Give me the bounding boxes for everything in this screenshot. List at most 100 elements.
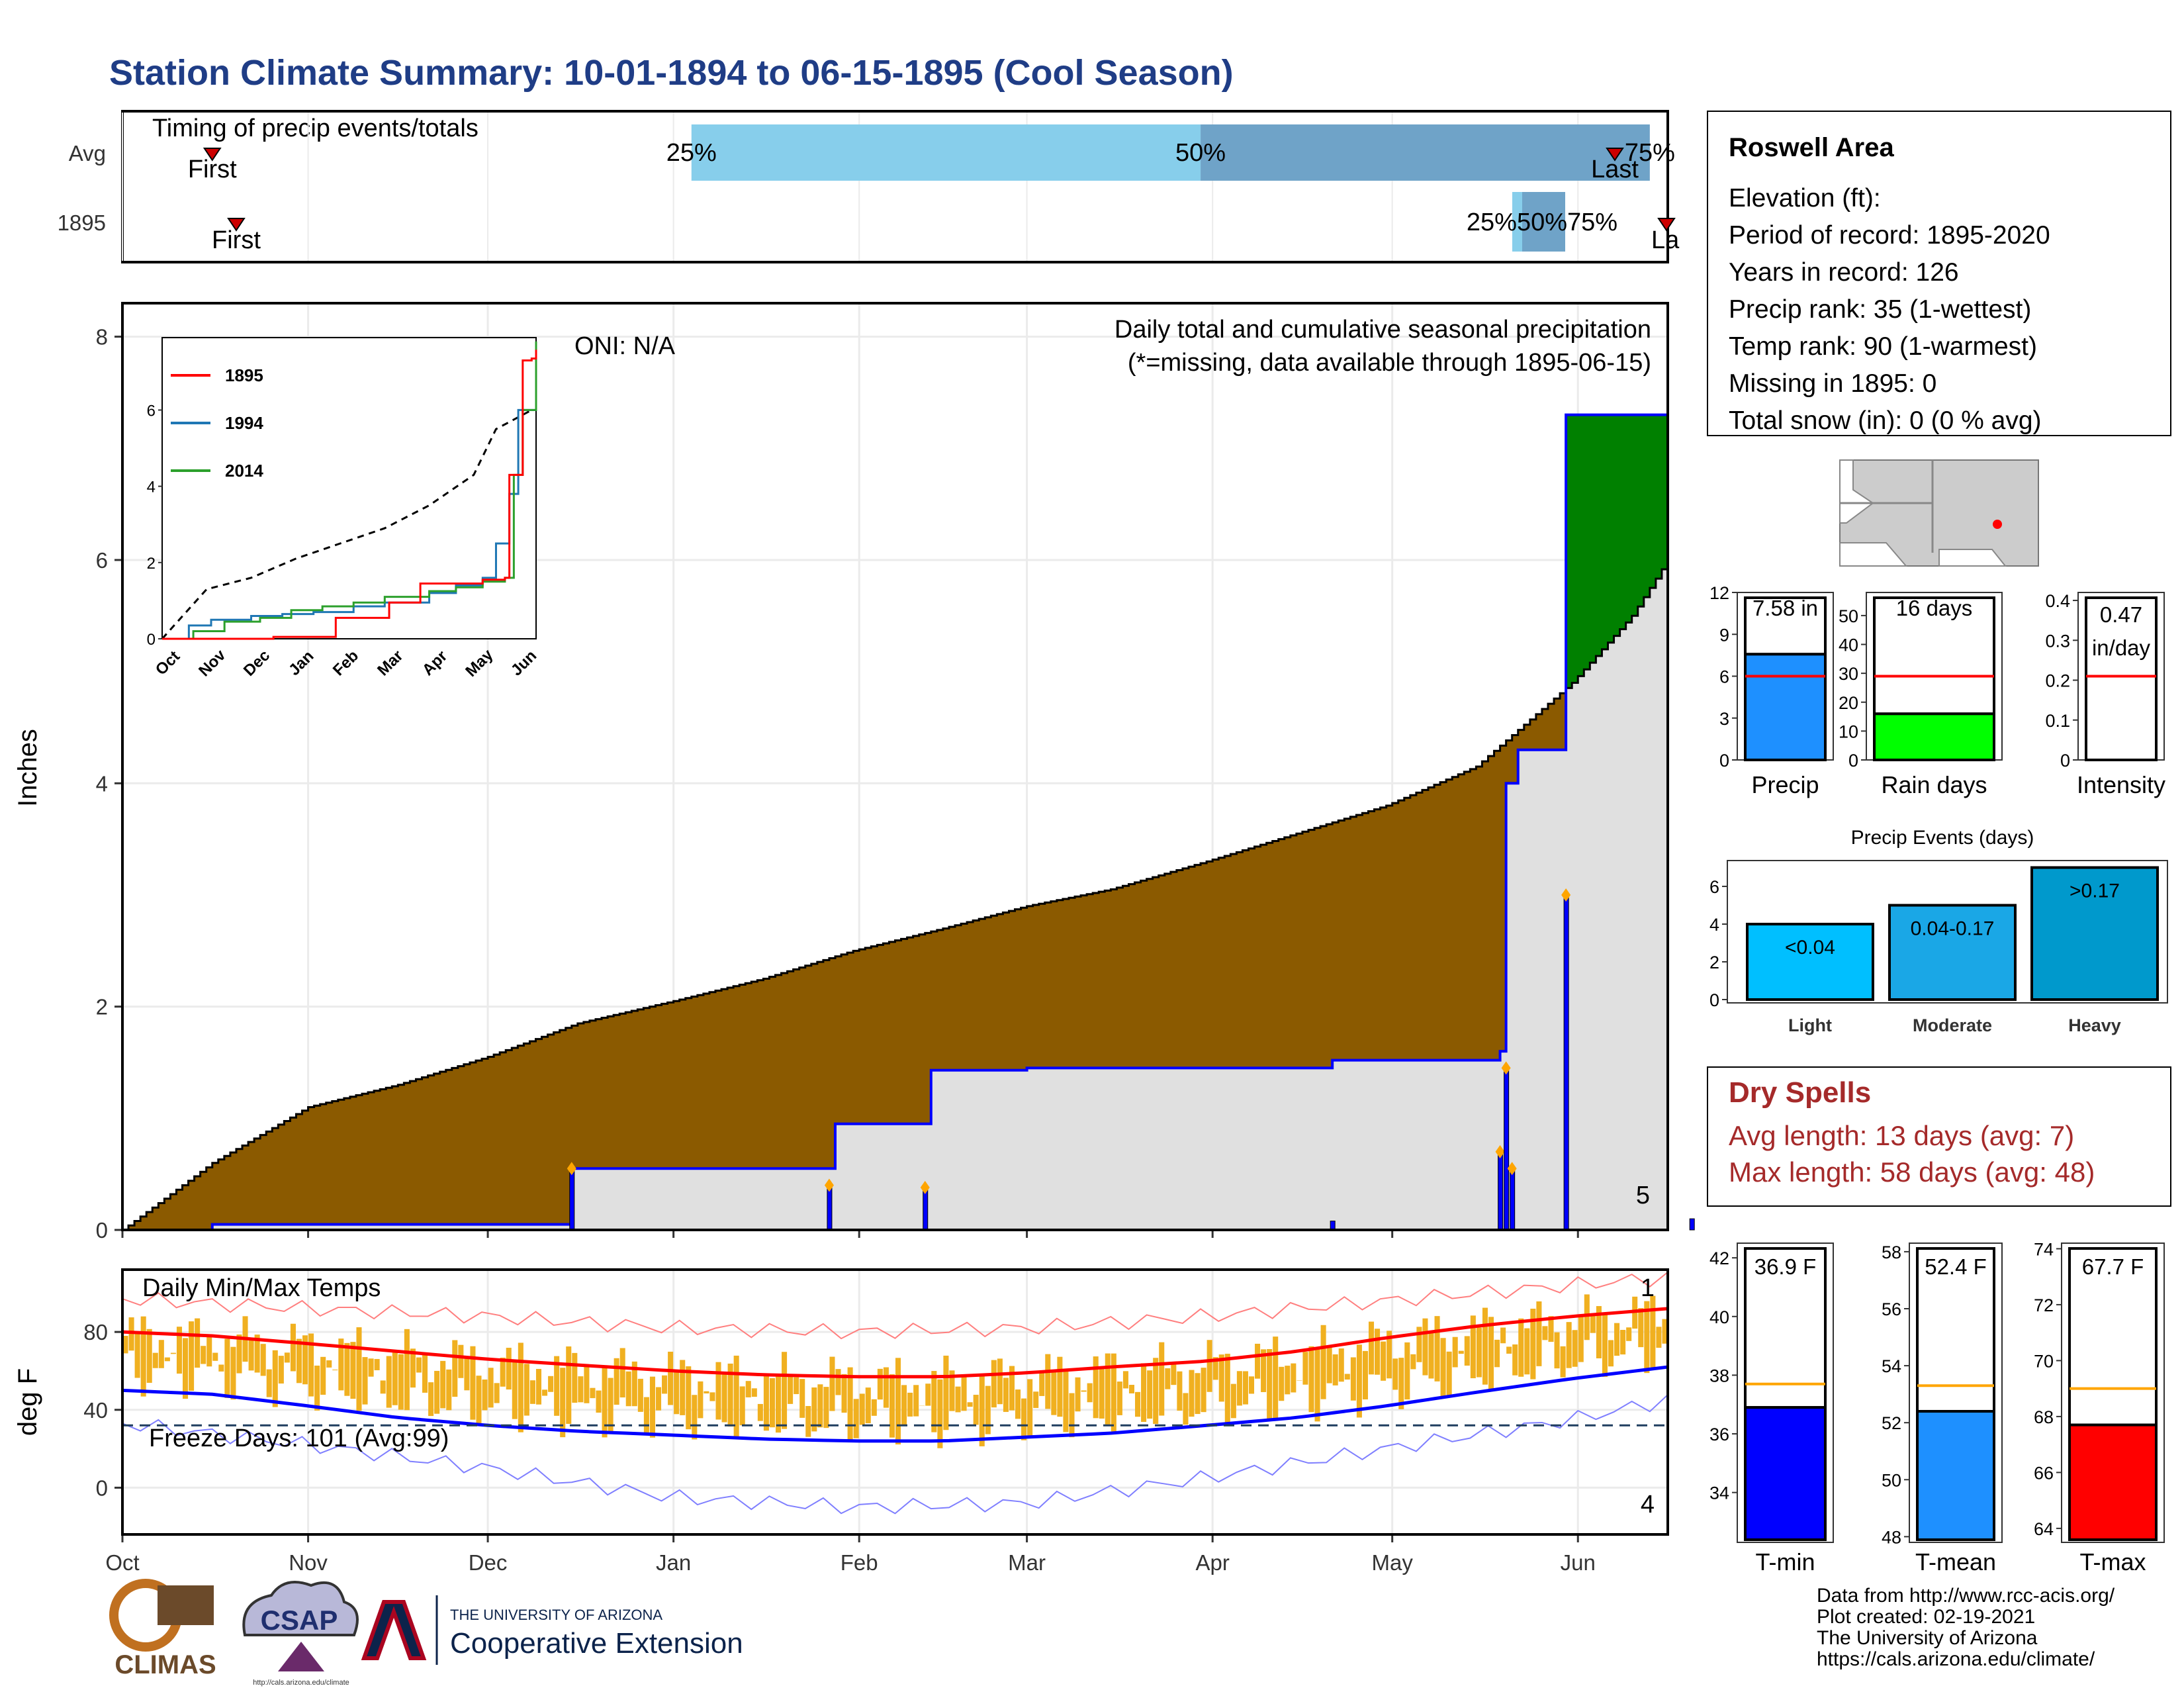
daily-temp-range-bar	[1488, 1317, 1494, 1390]
daily-precip-bar	[569, 1168, 575, 1231]
daily-temp-range-bar	[1470, 1315, 1476, 1379]
daily-temp-range-bar	[422, 1352, 428, 1393]
daily-temp-range-bar	[404, 1329, 410, 1411]
daily-temp-range-bar	[1375, 1329, 1381, 1375]
daily-temp-range-bar	[506, 1348, 512, 1390]
daily-temp-range-bar	[961, 1377, 967, 1411]
inset-average-line	[161, 409, 532, 640]
daily-temp-range-bar	[692, 1395, 698, 1440]
info-line: Temp rank: 90 (1-warmest)	[1729, 332, 2037, 361]
summary-bar-outline	[1744, 596, 1827, 656]
daily-temp-range-bar	[164, 1357, 170, 1362]
daily-temp-range-bar	[1626, 1327, 1632, 1341]
event-bar-name: Light	[1788, 1015, 1832, 1035]
daily-temp-range-bar	[1285, 1366, 1291, 1395]
info-line: Total snow (in): 0 (0 % avg)	[1729, 406, 2042, 435]
avg-p25-label: 25%	[666, 139, 717, 167]
daily-temp-range-bar	[1638, 1308, 1644, 1348]
daily-temp-range-bar	[602, 1367, 608, 1438]
daily-temp-range-bar	[608, 1378, 614, 1432]
daily-temp-range-bar	[1242, 1371, 1248, 1405]
summary-bar-name: Rain days	[1881, 771, 1987, 798]
daily-temp-range-bar	[1314, 1348, 1320, 1422]
daily-temp-range-bar	[625, 1371, 631, 1407]
daily-temp-range-bar	[1416, 1327, 1422, 1362]
temp-y-tick-label: 40	[83, 1398, 108, 1423]
avg-cumulative-line	[122, 559, 1669, 1231]
daily-temp-range-bar	[146, 1329, 152, 1383]
summary-y-tick-label: 0.4	[2045, 591, 2070, 611]
daily-temp-range-bar	[649, 1376, 655, 1438]
daily-temp-range-bar	[967, 1402, 973, 1407]
daily-precip-bar	[1504, 1067, 1510, 1231]
daily-temp-range-bar	[1440, 1338, 1446, 1397]
daily-temp-range-bar	[308, 1333, 314, 1397]
daily-temp-range-bar	[1099, 1368, 1105, 1419]
daily-temp-range-bar	[937, 1379, 943, 1448]
locator-map	[1839, 459, 2039, 567]
footer-line: Data from http://www.rcc-acis.org/	[1817, 1585, 2115, 1607]
daily-temp-range-bar	[1218, 1354, 1224, 1402]
daily-temp-range-bar	[1141, 1363, 1147, 1423]
daily-temp-range-bar	[1530, 1308, 1536, 1380]
daily-temp-range-bar	[631, 1361, 637, 1407]
ua-a-mark	[361, 1600, 427, 1660]
daily-temp-range-bar	[452, 1340, 458, 1397]
daily-temp-range-bar	[1410, 1354, 1416, 1370]
daily-temp-range-bar	[248, 1340, 254, 1371]
temp-bar-y-tick-label: 50	[1882, 1470, 1901, 1490]
daily-temp-range-bar	[362, 1357, 368, 1405]
obs-last-label: La	[1651, 226, 1680, 254]
daily-temp-range-bar	[1081, 1390, 1087, 1392]
dry-frame	[1707, 1066, 2171, 1207]
inset-y-tick-label: 2	[147, 555, 156, 573]
daily-temp-range-bar	[260, 1344, 266, 1376]
avg-first-marker	[203, 148, 222, 162]
month-tick-label: Jan	[656, 1550, 691, 1575]
temp-bar-y-tick-label: 66	[2034, 1463, 2054, 1483]
daily-temp-range-bar	[338, 1338, 344, 1391]
daily-temp-range-bar	[1536, 1301, 1542, 1366]
daily-temp-range-bar	[1554, 1332, 1560, 1369]
timing-row-year: 1895	[58, 211, 106, 235]
daily-temp-range-bar	[1542, 1326, 1548, 1340]
event-bar	[2030, 866, 2159, 1002]
daily-temp-range-bar	[883, 1367, 889, 1408]
summary-y-tick-label: 50	[1839, 606, 1858, 626]
daily-temp-range-bar	[925, 1383, 931, 1406]
daily-temp-range-bar	[1201, 1368, 1206, 1413]
daily-temp-range-bar	[1656, 1327, 1662, 1348]
event-bar-value-label: >0.17	[2070, 880, 2120, 902]
daily-temp-range-bar	[189, 1321, 195, 1391]
daily-temp-range-bar	[266, 1369, 272, 1397]
daily-temp-range-bar	[236, 1334, 242, 1374]
daily-temp-range-bar	[1578, 1316, 1584, 1362]
events-y-tick-label: 4	[1709, 915, 1719, 935]
daily-temp-range-bar	[788, 1376, 794, 1404]
inset-line-2014	[162, 341, 537, 640]
daily-precip-bar	[827, 1185, 833, 1231]
daily-temp-range-bar	[721, 1372, 727, 1423]
temp-y-label: deg F	[13, 1368, 42, 1436]
daily-precip-marker	[1507, 1162, 1517, 1176]
daily-precip-marker	[824, 1178, 834, 1192]
summary-y-tick-label: 3	[1719, 709, 1729, 729]
daily-temp-range-bar	[572, 1352, 578, 1403]
daily-temp-range-bar	[140, 1316, 146, 1397]
month-tick-label: Nov	[289, 1550, 328, 1575]
daily-temp-range-bar	[1261, 1349, 1267, 1393]
precip-events-chart: Precip Events (days) 0 2 4 6 <0.04 Light 0.04-…	[1709, 827, 2168, 1035]
daily-temp-range-bar	[1224, 1354, 1230, 1425]
daily-temp-range-bar	[206, 1336, 212, 1367]
inset-y-tick-label: 6	[147, 402, 156, 420]
precip-y-tick-label: 4	[96, 771, 108, 796]
station-info: Roswell Area Elevation (ft): Period of r…	[1707, 111, 2171, 436]
month-tick-label: Dec	[469, 1550, 508, 1575]
dry-spells-box: Dry Spells Avg length: 13 days (avg: 7) …	[1707, 1066, 2171, 1207]
info-line: Years in record: 126	[1729, 258, 1959, 287]
daily-temp-range-bar	[1177, 1371, 1183, 1411]
event-bar-value-label: 0.04-0.17	[1911, 918, 1995, 940]
avg-quartile-bar-low	[691, 124, 1201, 181]
daily-temp-range-bar	[1326, 1346, 1332, 1383]
